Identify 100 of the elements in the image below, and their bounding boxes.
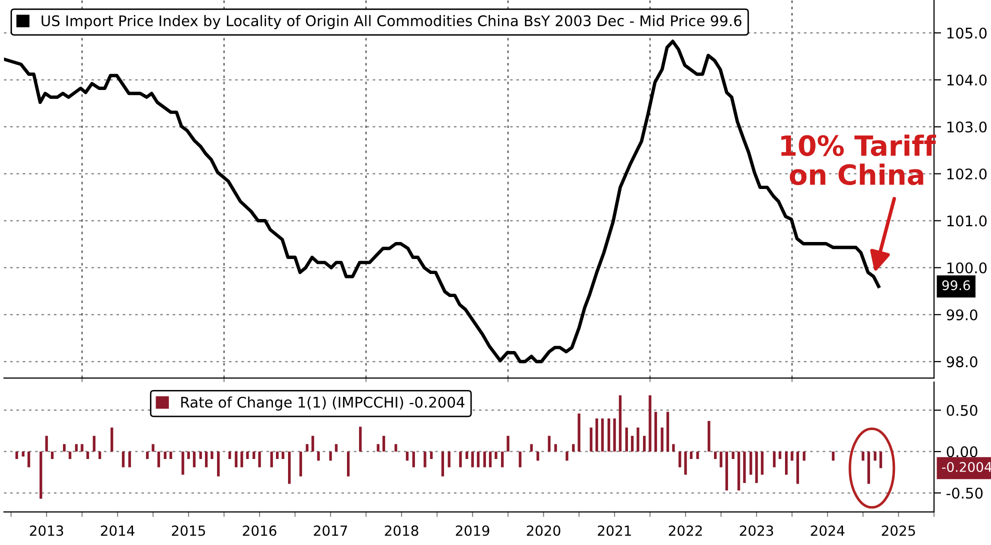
x-tick-label: 2016 (242, 525, 276, 536)
bar (306, 444, 308, 452)
bar (311, 436, 314, 452)
bar (601, 418, 604, 452)
text: 99.6 (942, 280, 970, 290)
bar (483, 452, 486, 468)
bar (157, 452, 160, 468)
bar (548, 436, 551, 452)
bar (476, 452, 480, 468)
bar (530, 444, 533, 452)
bar (755, 452, 758, 484)
x-tick-label: 2021 (598, 525, 631, 536)
bar (471, 452, 474, 468)
legend-label: Rate of Change 1(1) (IMPCCHI) -0.2004 (181, 396, 464, 411)
bar (334, 444, 338, 452)
bar (874, 452, 876, 461)
bar (164, 452, 166, 460)
bar (204, 452, 208, 468)
bar (578, 413, 580, 452)
y-tick-label: -0.50 (946, 488, 983, 499)
x-tick-label: 2023 (740, 525, 774, 536)
bar (643, 436, 646, 452)
bar (22, 452, 24, 457)
bar (785, 452, 788, 475)
bar (867, 452, 870, 484)
bar (684, 452, 687, 475)
bar (737, 452, 740, 490)
bar (424, 452, 426, 468)
bar (760, 452, 764, 475)
bar (660, 428, 664, 452)
bar (86, 452, 90, 460)
bar (743, 452, 746, 484)
bar (862, 452, 864, 461)
bar (210, 452, 214, 460)
x-tick-label: 2020 (526, 525, 560, 536)
bar (778, 452, 782, 460)
y-tick-label: 104.0 (947, 74, 987, 86)
bar (45, 436, 48, 452)
x-tick-label: 2025 (882, 525, 915, 536)
bar (128, 452, 131, 468)
x-tick-label: 2013 (30, 525, 64, 536)
bar (299, 452, 302, 476)
bar (152, 444, 154, 452)
bar (536, 452, 540, 461)
bar (430, 452, 433, 460)
y-tick-label: 0.50 (946, 404, 978, 416)
bar (613, 418, 616, 452)
bar (199, 452, 202, 460)
bar (708, 420, 710, 452)
bar (802, 452, 806, 461)
y-tick-label: 105.0 (947, 28, 987, 39)
bar (618, 395, 622, 452)
bar (169, 452, 172, 460)
x-tick-label: 2024 (810, 525, 844, 536)
bar (625, 428, 628, 452)
bar (346, 452, 350, 476)
bar (595, 418, 598, 452)
bar (666, 412, 670, 452)
bar (240, 452, 244, 468)
bar (678, 452, 682, 468)
bar (772, 452, 776, 468)
bar (690, 452, 693, 460)
bar (270, 452, 273, 468)
bar (648, 395, 652, 452)
bar (252, 452, 256, 460)
bar (27, 452, 30, 468)
bar (459, 452, 462, 468)
bar (288, 452, 291, 484)
bar (518, 452, 522, 468)
bar (466, 452, 468, 460)
y-tick-label: 103.0 (947, 122, 987, 133)
bar (572, 444, 575, 452)
x-tick-label: 2015 (172, 525, 206, 536)
x-tick-label: 2014 (100, 525, 134, 536)
bar (40, 452, 42, 499)
bar (317, 452, 320, 461)
y-tick-label: 101.0 (947, 215, 987, 226)
bar (488, 452, 492, 468)
bar (732, 452, 734, 460)
bar (92, 436, 96, 452)
bar (672, 444, 675, 452)
bar (506, 436, 510, 452)
bar (879, 452, 882, 468)
bar (192, 452, 196, 468)
bar (750, 452, 752, 475)
bar (217, 452, 220, 476)
bar (566, 452, 568, 461)
x-tick-label: 2019 (456, 525, 490, 536)
bar (15, 452, 18, 460)
y-tick-label: 98.0 (946, 356, 978, 368)
y-tick-label: 0.00 (946, 446, 978, 458)
bar (50, 452, 54, 460)
bar (590, 428, 592, 452)
bar (146, 452, 149, 460)
bar (796, 452, 800, 484)
bar (714, 452, 717, 460)
bar (98, 452, 102, 460)
bar (359, 426, 362, 452)
bar (441, 452, 444, 476)
bar (630, 436, 634, 452)
